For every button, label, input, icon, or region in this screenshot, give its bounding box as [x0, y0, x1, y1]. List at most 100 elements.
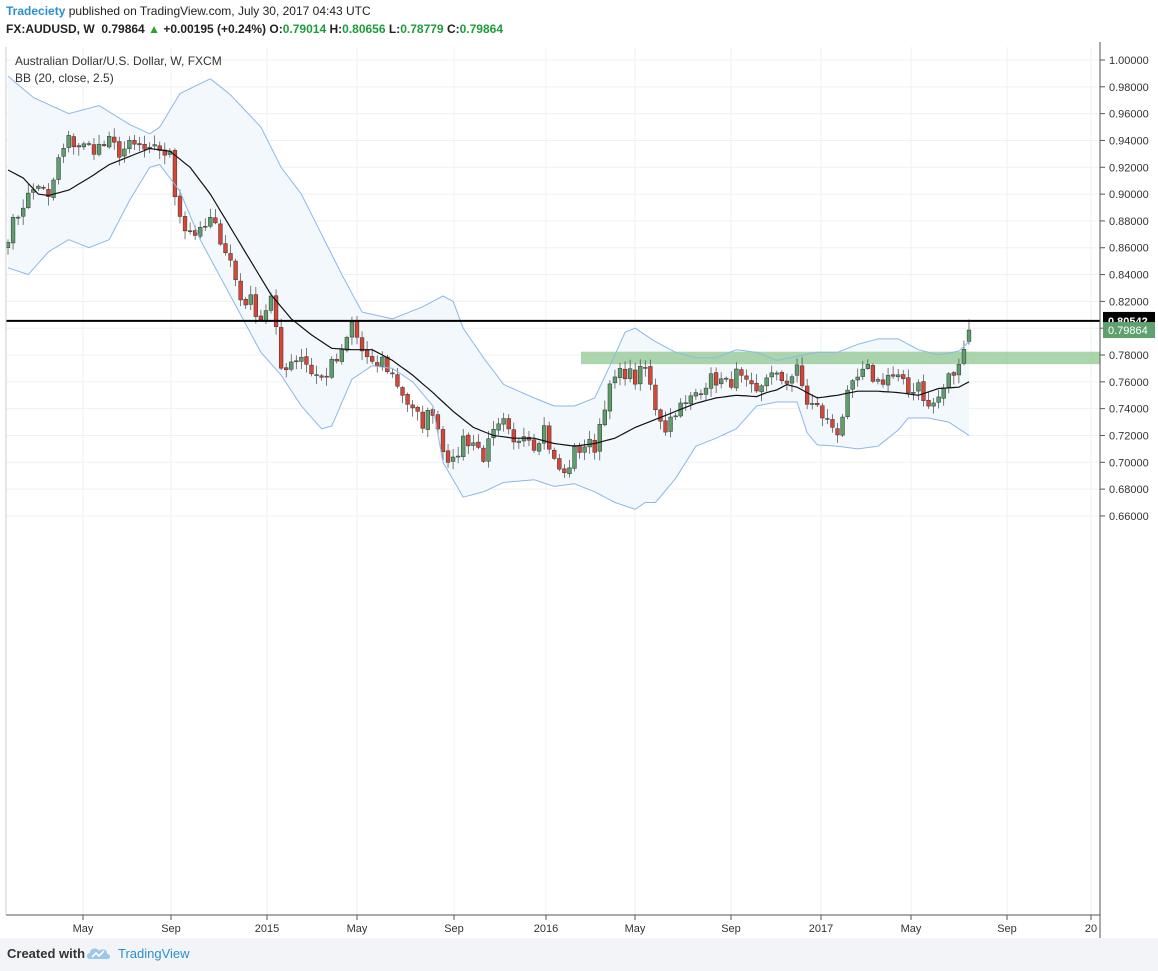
last-price-label: 0.79864 — [1108, 325, 1148, 337]
low-value: 0.78779 — [400, 22, 444, 36]
candle-body — [860, 368, 865, 377]
candle-body — [152, 144, 157, 147]
candle-body — [354, 321, 360, 338]
publish-info: Tradeciety published on TradingView.com,… — [6, 4, 371, 18]
candle-body — [501, 418, 506, 425]
price-tick-label: 1.00000 — [1109, 55, 1149, 67]
price-tick-label: 0.92000 — [1109, 162, 1149, 174]
candle — [370, 348, 375, 365]
candle — [638, 359, 643, 391]
candle-body — [572, 445, 577, 469]
candle — [324, 367, 329, 386]
candle-body — [815, 402, 820, 406]
candle — [552, 447, 557, 461]
candle — [21, 199, 26, 225]
close-label: C: — [446, 22, 460, 36]
candle-body — [835, 428, 840, 436]
candle-body — [405, 394, 410, 405]
candle — [643, 360, 648, 377]
candle-body — [643, 367, 648, 369]
candle-body — [638, 366, 643, 385]
candle-body — [132, 140, 137, 145]
tradingview-link[interactable]: TradingView — [118, 946, 190, 961]
candle-body — [243, 299, 248, 306]
candle — [228, 244, 233, 268]
candle-body — [471, 442, 476, 446]
candle — [688, 392, 693, 411]
candle — [218, 219, 223, 246]
candle — [273, 289, 279, 335]
candle-body — [693, 392, 699, 397]
candle-body — [481, 447, 486, 462]
candle — [880, 373, 886, 388]
candle-body — [885, 374, 891, 386]
candle-body — [931, 402, 936, 407]
candle-body — [724, 377, 729, 380]
candle-body — [198, 227, 203, 237]
candle-body — [956, 364, 962, 376]
candle — [182, 211, 188, 240]
candle-body — [142, 143, 147, 150]
resistance-zone — [581, 351, 1100, 365]
candle-body — [774, 372, 779, 375]
time-tick-label: 20 — [1085, 923, 1097, 935]
symbol-label: FX:AUDUSD, W — [6, 22, 95, 36]
candle-body — [729, 379, 734, 388]
candle — [466, 432, 471, 455]
candle — [875, 377, 881, 385]
author-name[interactable]: Tradeciety — [6, 4, 66, 18]
candle — [314, 365, 319, 384]
candle-body — [208, 216, 213, 227]
candle — [309, 357, 314, 377]
candle — [779, 370, 785, 385]
price-tick-label: 0.70000 — [1109, 457, 1149, 469]
candle-body — [946, 373, 951, 388]
candle-body — [810, 403, 815, 405]
candle — [208, 208, 213, 229]
candle-body — [597, 424, 602, 452]
candle — [683, 395, 688, 411]
candle-body — [76, 145, 81, 148]
candle — [415, 405, 420, 421]
candle — [961, 340, 967, 366]
candle-body — [289, 361, 294, 370]
legend-indicator[interactable]: BB (20, close, 2.5) — [15, 71, 114, 85]
chart-area[interactable]: 1.00000 0.98000 0.96000 0.94000 0.92000 0.900… — [0, 42, 1158, 938]
candle-body — [466, 434, 471, 447]
high-value: 0.80656 — [342, 22, 386, 36]
candle — [137, 136, 142, 152]
candle-body — [36, 185, 41, 189]
high-label: H: — [329, 22, 343, 36]
candle-body — [440, 429, 446, 453]
candle — [430, 406, 436, 424]
candle — [612, 369, 618, 389]
candle — [127, 136, 132, 154]
candle-body — [456, 455, 461, 458]
candle — [233, 258, 238, 287]
candle-body — [840, 416, 845, 436]
candle-body — [536, 443, 542, 452]
price-chart[interactable]: 1.00000 0.98000 0.96000 0.94000 0.92000 0.900… — [0, 42, 1158, 938]
candle-body — [319, 375, 324, 378]
candle-body — [622, 368, 628, 380]
candle-body — [592, 439, 597, 453]
candle-body — [825, 418, 830, 420]
candle-body — [941, 387, 946, 399]
candle-body — [896, 374, 901, 378]
candle — [658, 408, 663, 430]
candle — [729, 371, 734, 390]
candle-body — [612, 376, 618, 384]
candle-body — [653, 384, 658, 410]
candle — [476, 434, 481, 450]
candle — [223, 235, 228, 256]
candle — [931, 398, 936, 414]
candle — [597, 418, 602, 461]
candle — [713, 367, 719, 394]
candle-body — [673, 415, 678, 418]
candle — [764, 374, 769, 392]
candle — [461, 428, 466, 461]
tradingview-cloud-icon — [86, 945, 112, 966]
candle-body — [278, 327, 284, 369]
candle — [896, 369, 901, 382]
candle — [926, 391, 931, 409]
